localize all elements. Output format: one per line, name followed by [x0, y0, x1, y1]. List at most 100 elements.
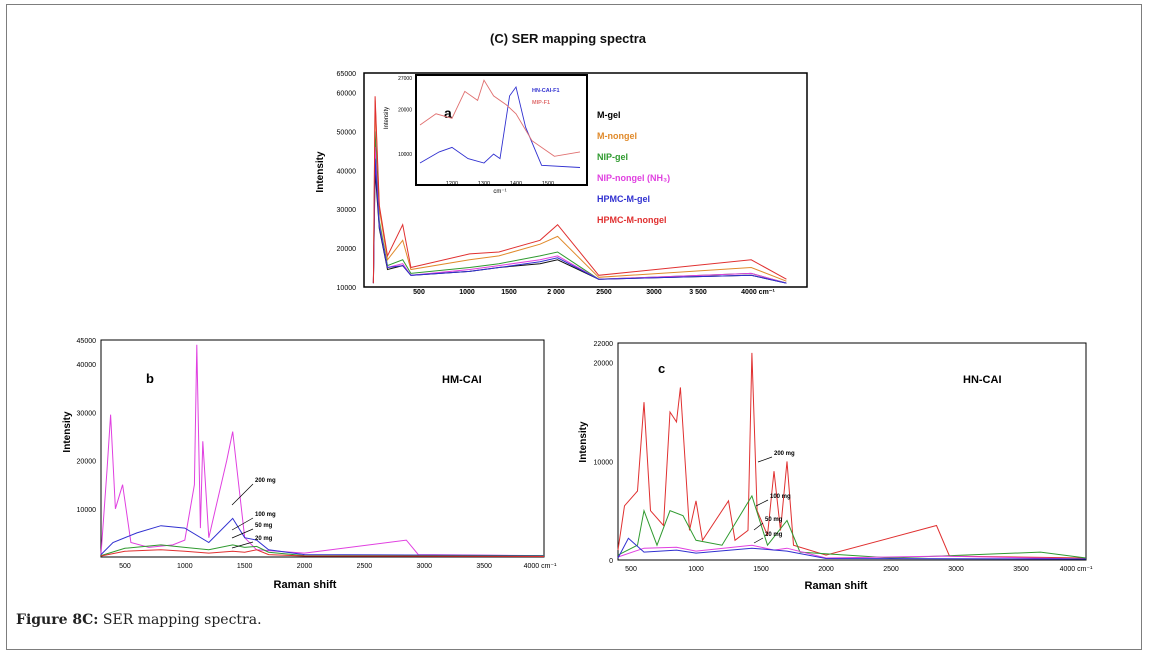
- panel-c-annotation: HN-CAI: [963, 374, 1002, 386]
- panel-c-plot-area: [617, 342, 1087, 561]
- inset-y-label: Intensity: [384, 107, 390, 129]
- inset-legend: HN-CAI-F1 MIP-F1: [532, 88, 560, 106]
- inset-x-label: cm⁻¹: [493, 189, 506, 195]
- panel-c-label-leader: [753, 522, 764, 531]
- caption-text: SER mapping spectra.: [98, 612, 262, 628]
- panel-b-label-leader: [231, 528, 254, 539]
- inset-ticks: 1200 1300 1400 1500 10000 20000 27000: [398, 76, 554, 187]
- panel-c-chart: c HN-CAI Intensity Raman shift 0 10000 200…: [578, 341, 1093, 592]
- main-x-tick-label: 500: [413, 289, 425, 296]
- panel-c-x-tick-label: 2500: [883, 566, 899, 573]
- panel-b-series-label-100-mg: 100 mg: [255, 512, 276, 518]
- inset-x-tick-label: 1300: [478, 181, 490, 187]
- panel-b-y-label: Intensity: [62, 411, 73, 453]
- panel-c-x-tick-label: 500: [625, 566, 637, 573]
- inset-y-tick-label: 10000: [398, 152, 412, 158]
- panel-b-x-tick-label: 2500: [357, 563, 373, 570]
- main-y-tick-label: 20000: [337, 246, 357, 253]
- panel-b-series-label-200-mg: 200 mg: [255, 478, 276, 484]
- main-series-hpmc-m-nongel: [372, 96, 787, 284]
- main-x-ticks: 500 1000 1500 2 000 2500 3000 3 500 4000 cm⁻¹: [413, 289, 775, 296]
- main-y-ticks: 10000 20000 30000 40000 50000 60000 65000: [337, 71, 357, 292]
- panel-c-series-200-mg: [617, 352, 1087, 559]
- panel-b-label-leader: [231, 541, 254, 549]
- panel-c-x-tick-label: 3000: [948, 566, 964, 573]
- inset-legend-mip-f1: MIP-F1: [532, 100, 550, 106]
- main-y-tick-label: 60000: [337, 90, 357, 97]
- panel-b-x-tick-label: 2000: [297, 563, 313, 570]
- main-legend: M-gel M-nongel NIP-gel NIP-nongel (NH₃) HPMC…: [597, 110, 670, 225]
- panel-c-y-tick-label: 20000: [594, 361, 614, 368]
- panel-c-series-20-mg: [617, 537, 1087, 560]
- main-series-hpmc-m-gel: [372, 158, 787, 284]
- main-y-tick-label: 40000: [337, 168, 357, 175]
- panel-b-x-ticks: 500 1000 1500 2000 2500 3000 3500 4000 cm⁻¹: [119, 563, 557, 570]
- panel-b-x-label: Raman shift: [274, 579, 337, 591]
- panel-c-x-tick-label: 3500: [1013, 566, 1029, 573]
- panel-b-series: [100, 344, 545, 557]
- panel-b-chart: b HM-CAI Intensity Raman shift 10000 2000…: [62, 338, 557, 591]
- panel-c-series: [617, 352, 1087, 560]
- panel-b-series-50-mg: [100, 544, 545, 557]
- main-legend-hpmc-m-nongel: HPMC-M-nongel: [597, 215, 667, 225]
- panel-b-series-20-mg: [100, 549, 545, 557]
- panel-c-x-ticks: 500 1000 1500 2000 2500 3000 3500 4000 cm⁻¹: [625, 566, 1093, 573]
- panel-c-y-ticks: 0 10000 20000 22000: [594, 341, 614, 565]
- figure-title: (C) SER mapping spectra: [490, 31, 647, 46]
- panel-c-label-leader: [753, 537, 764, 544]
- main-x-tick-label: 1500: [501, 289, 517, 296]
- panel-c-x-tick-label: 1500: [753, 566, 769, 573]
- panel-c-y-label: Intensity: [578, 421, 589, 463]
- main-x-tick-label: 3 500: [689, 289, 707, 296]
- main-legend-nip-nongel-nh: NIP-nongel (NH₃): [597, 173, 670, 183]
- main-chart: Intensity 10000 20000 30000 40000 50000 60000…: [315, 71, 808, 296]
- panel-b-y-tick-label: 40000: [77, 362, 97, 369]
- inset-series-mip-f1: [419, 79, 581, 157]
- inset-plot-area: [415, 74, 588, 186]
- caption-label: Figure 8C:: [16, 612, 99, 628]
- main-series: [372, 96, 787, 284]
- main-y-tick-label: 30000: [337, 207, 357, 214]
- panel-b-series-label-50-mg: 50 mg: [255, 523, 273, 529]
- panel-b-y-ticks: 10000 20000 30000 40000 45000: [77, 338, 97, 514]
- panel-c-series-50-mg: [617, 544, 1087, 560]
- panel-b-plot-area: [100, 339, 545, 558]
- main-x-tick-label: 2 000: [547, 289, 565, 296]
- panel-c-series-label-20-mg: 20 mg: [765, 532, 783, 538]
- inset-x-tick-label: 1200: [446, 181, 458, 187]
- panel-b-series-200-mg: [100, 344, 545, 557]
- panel-b-annotation: HM-CAI: [442, 374, 482, 386]
- panel-b-label: b: [146, 371, 154, 386]
- inset-legend-hn-cai-f1: HN-CAI-F1: [532, 88, 560, 94]
- panel-c-series-label-200-mg: 200 mg: [774, 451, 795, 457]
- inset-chart: a Intensity cm⁻¹ 1200 1300 1400 1500 10000 20…: [384, 74, 588, 195]
- panel-b-x-tick-label: 1500: [237, 563, 253, 570]
- panel-c-series-labels: 200 mg 100 mg 50 mg 20 mg: [753, 451, 795, 544]
- panel-c-label-leader: [757, 456, 773, 463]
- inset-y-tick-label: 27000: [398, 76, 412, 82]
- main-x-tick-label: 1000: [459, 289, 475, 296]
- panel-b-x-tick-label: 3000: [416, 563, 432, 570]
- panel-c-series-label-50-mg: 50 mg: [765, 517, 783, 523]
- panel-b-series-labels: 200 mg 100 mg 50 mg 20 mg: [231, 478, 276, 549]
- panel-b-series-label-20-mg: 20 mg: [255, 536, 273, 542]
- panel-c-x-tick-label: 4000 cm⁻¹: [1060, 566, 1094, 573]
- main-y-tick-label: 50000: [337, 129, 357, 136]
- main-legend-m-gel: M-gel: [597, 110, 621, 120]
- main-series-m-nongel: [372, 100, 787, 284]
- main-legend-nip-gel: NIP-gel: [597, 152, 628, 162]
- inset-series: [419, 79, 581, 168]
- main-x-tick-label: 3000: [646, 289, 662, 296]
- main-legend-hpmc-m-gel: HPMC-M-gel: [597, 194, 650, 204]
- panel-c-series-label-100-mg: 100 mg: [770, 494, 791, 500]
- panel-b-series-100-mg: [100, 517, 545, 557]
- panel-c-y-tick-label: 22000: [594, 341, 614, 348]
- panel-b-x-tick-label: 1000: [177, 563, 193, 570]
- panel-b-x-tick-label: 3500: [476, 563, 492, 570]
- panel-c-y-tick-label: 10000: [594, 459, 614, 466]
- main-x-tick-label: 2500: [596, 289, 612, 296]
- panel-c-label-leader: [755, 499, 769, 507]
- inset-panel-label: a: [444, 105, 452, 121]
- main-legend-m-nongel: M-nongel: [597, 131, 637, 141]
